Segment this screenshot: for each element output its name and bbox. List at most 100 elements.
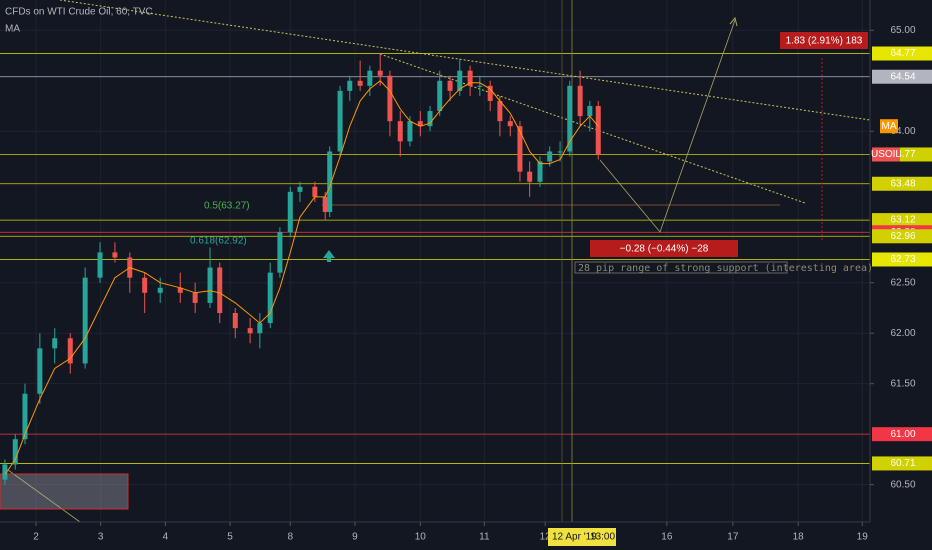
crosshair-time: 13:00 <box>590 532 615 543</box>
candle-body <box>97 252 103 278</box>
x-tick-label: 16 <box>661 532 673 543</box>
candle-body <box>507 121 513 127</box>
ma-label: MA <box>882 121 897 132</box>
candle-body <box>157 287 163 293</box>
level-label: 63.12 <box>890 215 915 226</box>
projection-path <box>599 19 736 233</box>
candle-body <box>417 121 423 127</box>
level-badge <box>872 456 932 471</box>
candle-body <box>357 80 363 86</box>
trend-line <box>379 53 806 204</box>
zone-box <box>0 473 129 510</box>
level-label: 62.73 <box>890 254 915 265</box>
range-box <box>780 32 868 49</box>
candle-body <box>177 287 183 293</box>
x-tick-label: 3 <box>98 532 104 543</box>
candle-body <box>477 85 483 87</box>
x-tick-label: 17 <box>727 532 739 543</box>
y-tick-label: 60.50 <box>890 479 915 490</box>
crosshair-box <box>548 528 616 546</box>
x-tick-label: 2 <box>33 532 39 543</box>
candle-body <box>457 70 463 91</box>
candle-body <box>367 70 373 86</box>
x-tick-label: 9 <box>352 532 358 543</box>
ma-line <box>4 80 599 475</box>
level-label: 63.77 <box>890 149 915 160</box>
range-label: −0.28 (−0.44%) −28 <box>620 244 709 255</box>
range-label: 1.83 (2.91%) 183 <box>786 36 863 47</box>
axes: 65.00 64.00 62.50 62.00 61.50 60.50 2 3 4 5 8 9 10 11… <box>33 25 932 543</box>
level-badge <box>872 213 932 228</box>
candle-body <box>277 232 283 273</box>
candle-body <box>67 338 73 364</box>
y-tick-label: 62.50 <box>890 277 915 288</box>
fib-label: 0.5(63.27) <box>204 201 250 212</box>
indicator-label: MA <box>5 24 20 35</box>
x-tick-label: 12 <box>540 532 552 543</box>
symbol-label: USOIL <box>871 149 901 160</box>
crosshair-date: 12 Apr '19 <box>552 532 597 543</box>
candle-body <box>12 439 18 465</box>
candle-body <box>527 171 533 182</box>
candle-body <box>232 312 238 329</box>
candle-body <box>467 70 473 86</box>
candle-body <box>22 393 28 440</box>
candle-body <box>497 100 503 122</box>
candle-body <box>82 277 88 364</box>
x-tick-label: 5 <box>227 532 233 543</box>
grid <box>0 0 870 522</box>
levels <box>0 53 870 464</box>
level-badge <box>872 176 932 191</box>
candle-body <box>2 464 8 480</box>
level-label: 62.96 <box>890 231 915 242</box>
level-badge <box>872 46 932 61</box>
x-tick-label: 19 <box>857 532 869 543</box>
candle-body <box>287 191 293 233</box>
candle-body <box>547 151 553 162</box>
candle-body <box>247 328 253 334</box>
candle-body <box>587 106 593 117</box>
level-label: 60.71 <box>890 458 915 469</box>
level-label: 63.48 <box>890 178 915 189</box>
trend-line <box>7 469 81 523</box>
candle-body <box>322 196 328 213</box>
level-label: 64.77 <box>890 48 915 59</box>
candles <box>2 53 601 485</box>
candle-body <box>142 277 148 293</box>
candle-body <box>427 111 433 127</box>
drawings <box>0 0 871 523</box>
candle-body <box>217 267 223 313</box>
candle-body <box>297 186 303 192</box>
arrow-head <box>729 16 738 27</box>
y-tick-label: 64.00 <box>890 126 915 137</box>
fib-label: 0.618(62.92) <box>190 236 247 247</box>
symbol-badge <box>872 147 900 162</box>
candle-body <box>387 75 393 122</box>
candle-body <box>37 348 43 394</box>
candle-body <box>347 80 353 91</box>
candle-body <box>207 267 213 303</box>
ma-badge <box>880 119 898 134</box>
candle-body <box>577 85 583 117</box>
note-box <box>574 261 788 274</box>
trend-line <box>59 0 871 121</box>
y-tick-label: 65.00 <box>890 25 915 36</box>
candle-body <box>312 186 318 197</box>
candle-body <box>487 85 493 101</box>
time-axis <box>0 522 932 550</box>
level-badge <box>872 252 932 267</box>
x-tick-label: 11 <box>479 532 490 543</box>
candle-body <box>397 121 403 142</box>
x-tick-label: 4 <box>163 532 169 543</box>
level-label: 64.54 <box>890 71 915 82</box>
x-tick-label: 18 <box>793 532 805 543</box>
candle-body <box>557 151 563 153</box>
x-tick-label: 8 <box>287 532 293 543</box>
x-tick-label: 10 <box>415 532 427 543</box>
up-arrow <box>323 250 335 262</box>
level-badge <box>872 427 932 442</box>
candle-body <box>437 80 443 112</box>
candle-body <box>567 85 573 152</box>
